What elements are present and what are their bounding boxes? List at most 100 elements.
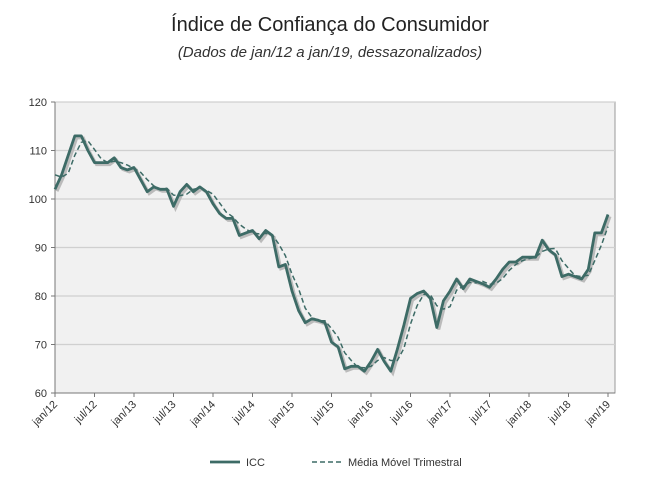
moving-average-line-point [330, 327, 333, 330]
icc-line-point [422, 290, 425, 293]
moving-average-line-point [449, 305, 452, 308]
y-tick-label: 100 [29, 194, 47, 206]
icc-line-point [541, 239, 544, 242]
icc-line-point [54, 188, 57, 191]
icc-line-point [607, 213, 610, 216]
y-tick-label: 70 [35, 340, 47, 352]
moving-average-line-point [159, 188, 162, 191]
moving-average-line-point [310, 316, 313, 319]
moving-average-line-point [86, 139, 89, 142]
moving-average-line-point [356, 366, 359, 369]
moving-average-line-point [383, 356, 386, 359]
x-tick-label: jan/14 [188, 399, 218, 429]
x-tick-label: jan/19 [583, 399, 613, 429]
moving-average-line-point [291, 273, 294, 276]
moving-average-line-point [541, 250, 544, 253]
icc-line-point [495, 278, 498, 281]
moving-average-line-point [475, 281, 478, 284]
icc-line [53, 134, 610, 373]
moving-average-line-point [560, 259, 563, 262]
icc-line-point [100, 161, 103, 164]
moving-average-line-point [337, 336, 340, 339]
y-tick-label: 90 [35, 243, 47, 255]
moving-average-line-point [225, 211, 228, 214]
x-tick-label: jul/16 [388, 399, 416, 427]
moving-average-line-point [106, 161, 109, 164]
moving-average-line-point [198, 186, 201, 189]
moving-average-line-point [593, 259, 596, 262]
icc-line-point [567, 273, 570, 276]
icc-line-point [587, 268, 590, 271]
moving-average-line-point [192, 188, 195, 191]
icc-line-point [488, 286, 491, 289]
moving-average-line-point [60, 176, 63, 179]
moving-average-line-point [514, 263, 517, 266]
icc-line-point [238, 234, 241, 237]
moving-average-line-point [481, 280, 484, 283]
moving-average-line-point [264, 232, 267, 235]
icc-line-point [600, 231, 603, 234]
moving-average-line-point [554, 247, 557, 250]
icc-line-point [244, 231, 247, 234]
moving-average-line-point [251, 231, 254, 234]
chart-title: Índice de Confiança do Consumidor [171, 14, 489, 36]
moving-average-line-point [396, 359, 399, 362]
x-tick-label: jul/15 [309, 399, 337, 427]
icc-line-point [93, 161, 96, 164]
moving-average-line-point [574, 274, 577, 277]
moving-average-line-point [442, 308, 445, 311]
x-tick-label: jul/13 [151, 399, 179, 427]
icc-line-point [455, 278, 458, 281]
moving-average-line-point [317, 319, 320, 322]
icc-line-point [113, 156, 116, 159]
icc-line-point [264, 229, 267, 232]
icc-line-point [126, 168, 129, 171]
icc-line-point [277, 265, 280, 268]
icc-line-point [212, 202, 215, 205]
icc-line-point [343, 367, 346, 370]
icc-line-point [376, 348, 379, 351]
chart-subtitle: (Dados de jan/12 a jan/19, dessazonaliza… [177, 44, 483, 61]
x-tick-label: jan/18 [504, 399, 534, 429]
moving-average-line-point [172, 194, 175, 197]
moving-average-line-point [580, 275, 583, 278]
moving-average-line-point [402, 347, 405, 350]
y-tick-label: 80 [35, 291, 47, 303]
icc-line-point [67, 154, 70, 157]
moving-average-line-point [212, 193, 215, 196]
x-tick-label: jul/17 [467, 399, 495, 427]
icc-line-point [225, 217, 228, 220]
icc-line-point [435, 326, 438, 329]
icc-line-point [304, 321, 307, 324]
icc-line-point [284, 263, 287, 266]
icc-line-point [560, 275, 563, 278]
moving-average-line-point [429, 293, 432, 296]
moving-average-line-point [231, 215, 234, 218]
moving-average-line-point [534, 256, 537, 259]
icc-line-point [501, 268, 504, 271]
icc-line-point [146, 190, 149, 193]
icc-line-point [297, 309, 300, 312]
icc-line-point [468, 278, 471, 281]
icc-line-point [442, 299, 445, 302]
icc-line-point [396, 348, 399, 351]
moving-average-line-point [93, 148, 96, 151]
moving-average-line-point [152, 184, 155, 187]
y-tick-label: 120 [29, 97, 47, 109]
icc-line-point [370, 360, 373, 363]
moving-average-line-point [54, 173, 57, 176]
icc-line-point [258, 237, 261, 240]
moving-average-line-point [146, 178, 149, 181]
moving-average-line-point [258, 232, 261, 235]
moving-average-line-point [363, 366, 366, 369]
moving-average-line-point [462, 285, 465, 288]
moving-average-line-point [244, 228, 247, 231]
x-tick-label: jan/17 [425, 399, 455, 429]
icc-line-point [409, 297, 412, 300]
moving-average-line-point [238, 223, 241, 226]
moving-average-line-point [343, 351, 346, 354]
moving-average-line-point [113, 160, 116, 163]
moving-average-line-point [455, 289, 458, 292]
moving-average-line-point [126, 164, 129, 167]
